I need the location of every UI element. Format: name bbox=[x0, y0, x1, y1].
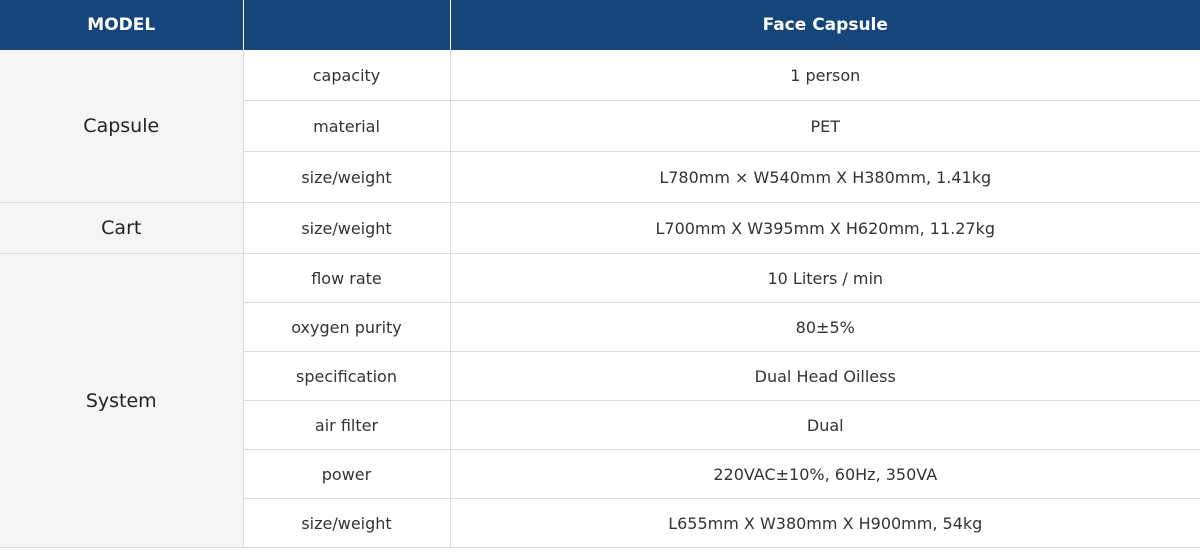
spec-label: material bbox=[243, 100, 451, 152]
table-row: Capsule capacity 1 person bbox=[0, 50, 1200, 203]
table-row: material PET bbox=[0, 100, 1200, 152]
spec-value: L700mm X W395mm X H620mm, 11.27kg bbox=[450, 202, 1200, 254]
spec-label: air filter bbox=[243, 400, 451, 450]
table-row: power 220VAC±10%, 60Hz, 350VA bbox=[0, 449, 1200, 499]
spec-header bbox=[243, 0, 451, 50]
table-header: MODEL Face Capsule bbox=[0, 0, 1200, 50]
table-row: specification Dual Head Oilless bbox=[0, 351, 1200, 401]
model-header: MODEL bbox=[0, 0, 244, 50]
spec-value: L655mm X W380mm X H900mm, 54kg bbox=[450, 498, 1200, 548]
spec-value: L780mm × W540mm X H380mm, 1.41kg bbox=[450, 151, 1200, 203]
table-row: size/weight L780mm × W540mm X H380mm, 1.… bbox=[0, 151, 1200, 203]
table-row: Cart size/weight L700mm X W395mm X H620m… bbox=[0, 202, 1200, 254]
table-body: Capsule capacity 1 person material PET s… bbox=[0, 50, 1200, 548]
spec-label: size/weight bbox=[243, 202, 451, 254]
spec-value: Dual Head Oilless bbox=[450, 351, 1200, 401]
table-row: System flow rate 10 Liters / min bbox=[0, 253, 1200, 548]
spec-label: specification bbox=[243, 351, 451, 401]
spec-value: 1 person bbox=[450, 50, 1200, 101]
table-row: oxygen purity 80±5% bbox=[0, 302, 1200, 352]
spec-value: 80±5% bbox=[450, 302, 1200, 352]
product-header: Face Capsule bbox=[450, 0, 1200, 50]
group-capsule: Capsule bbox=[0, 50, 244, 203]
spec-label: size/weight bbox=[243, 151, 451, 203]
spec-label: capacity bbox=[243, 50, 451, 101]
spec-value: 10 Liters / min bbox=[450, 253, 1200, 303]
spec-label: power bbox=[243, 449, 451, 499]
spec-value: PET bbox=[450, 100, 1200, 152]
spec-value: Dual bbox=[450, 400, 1200, 450]
spec-label: size/weight bbox=[243, 498, 451, 548]
table-row: size/weight L655mm X W380mm X H900mm, 54… bbox=[0, 498, 1200, 548]
group-cart: Cart bbox=[0, 202, 244, 254]
spec-value: 220VAC±10%, 60Hz, 350VA bbox=[450, 449, 1200, 499]
spec-label: oxygen purity bbox=[243, 302, 451, 352]
spec-label: flow rate bbox=[243, 253, 451, 303]
table-row: air filter Dual bbox=[0, 400, 1200, 450]
group-system: System bbox=[0, 253, 244, 548]
